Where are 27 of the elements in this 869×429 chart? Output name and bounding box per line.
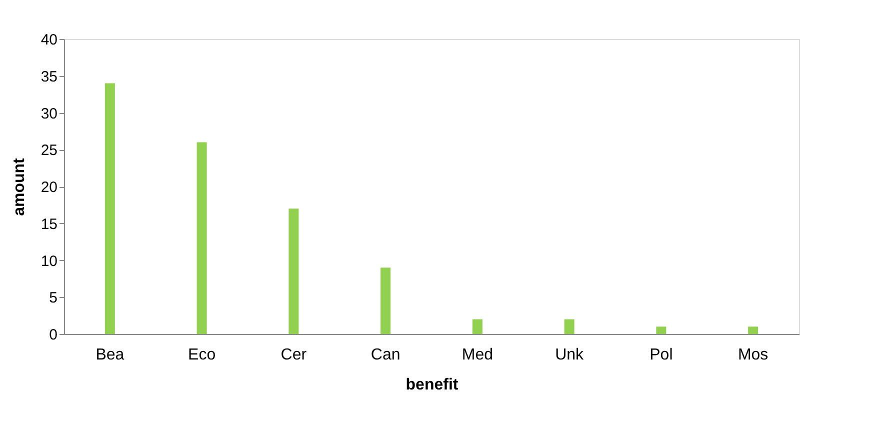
y-axis-title: amount: [10, 157, 28, 216]
y-tick-label: 0: [49, 326, 58, 344]
x-tick-label: Bea: [96, 346, 124, 364]
y-tick-label: 25: [40, 142, 58, 160]
y-tick-label: 15: [40, 216, 58, 233]
bar: [380, 268, 391, 334]
bar: [656, 326, 666, 334]
x-tick-label: Can: [370, 346, 400, 364]
x-tick-label: Med: [462, 346, 493, 364]
x-axis-title: benefit: [406, 376, 459, 394]
bar: [564, 319, 574, 334]
x-tick-label: Mos: [738, 346, 768, 364]
x-tick-label: Eco: [188, 346, 216, 364]
x-tick-label: Pol: [650, 346, 673, 364]
bar: [748, 326, 758, 334]
bar: [196, 142, 207, 334]
bar: [104, 83, 115, 334]
y-tick-label: 30: [40, 105, 58, 122]
x-tick-label: Unk: [555, 346, 585, 364]
x-tick-label: Cer: [280, 346, 308, 364]
bar: [288, 208, 299, 334]
y-tick-label: 20: [40, 179, 58, 196]
y-tick-label: 10: [40, 252, 58, 270]
bar: [472, 319, 482, 334]
y-tick-label: 5: [49, 290, 58, 307]
y-tick-label: 35: [40, 68, 58, 86]
y-tick-label: 40: [40, 32, 58, 48]
